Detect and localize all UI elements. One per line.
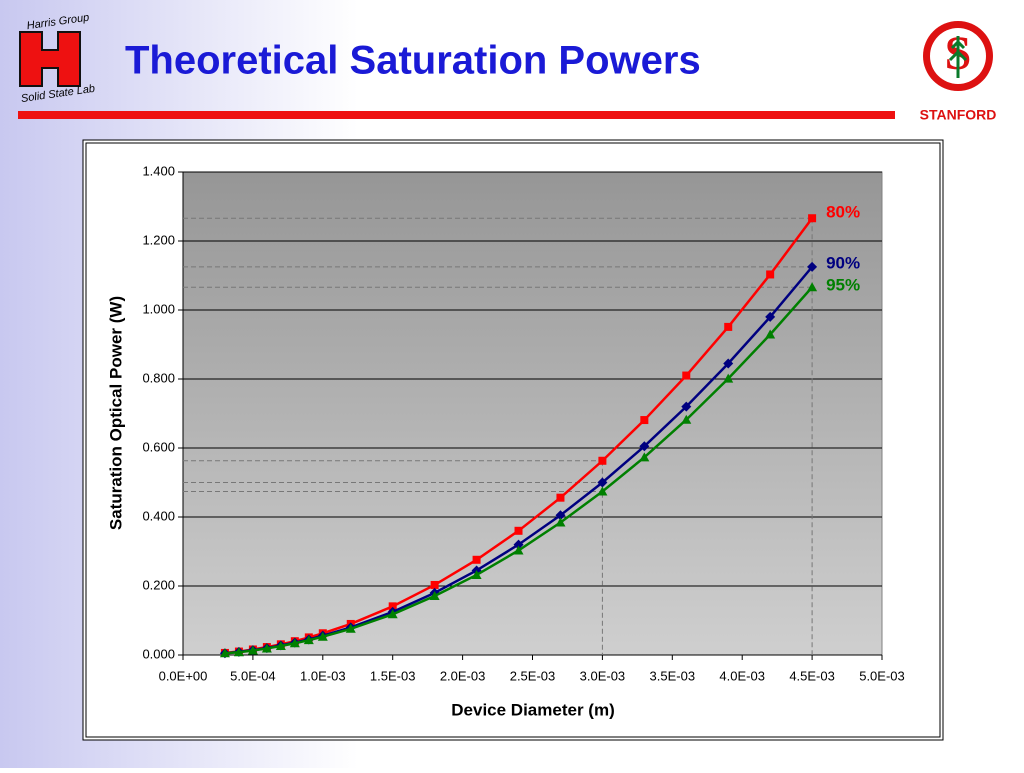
x-tick-label: 0.0E+00 bbox=[159, 668, 208, 683]
marker bbox=[639, 452, 650, 462]
marker bbox=[640, 416, 649, 425]
marker bbox=[388, 602, 397, 611]
marker bbox=[765, 329, 776, 339]
marker bbox=[808, 214, 817, 223]
marker bbox=[681, 401, 692, 412]
marker bbox=[513, 545, 524, 555]
marker bbox=[555, 517, 566, 527]
marker bbox=[303, 635, 314, 645]
marker bbox=[317, 631, 328, 641]
y-tick-label: 1.200 bbox=[142, 232, 175, 247]
plot-area bbox=[182, 171, 883, 656]
series-label: 80% bbox=[826, 203, 860, 222]
marker bbox=[807, 282, 818, 292]
x-axis-label: Device Diameter (m) bbox=[451, 700, 614, 719]
marker bbox=[555, 510, 566, 521]
y-tick-label: 0.400 bbox=[142, 508, 175, 523]
marker bbox=[639, 441, 650, 452]
marker bbox=[807, 261, 818, 272]
x-tick-label: 3.0E-03 bbox=[580, 668, 626, 683]
chart-frame-inner bbox=[85, 142, 941, 738]
y-tick-label: 0.600 bbox=[142, 439, 175, 454]
y-axis-label: Saturation Optical Power (W) bbox=[106, 296, 125, 530]
y-tick-label: 1.000 bbox=[142, 301, 175, 316]
marker bbox=[219, 648, 230, 658]
marker bbox=[724, 322, 733, 331]
marker bbox=[471, 569, 482, 579]
x-tick-label: 2.5E-03 bbox=[510, 668, 556, 683]
x-tick-label: 3.5E-03 bbox=[650, 668, 696, 683]
series-label: 95% bbox=[826, 276, 860, 295]
x-tick-label: 5.0E-04 bbox=[230, 668, 276, 683]
seal-tree bbox=[948, 36, 968, 78]
y-tick-label: 0.000 bbox=[142, 646, 175, 661]
marker bbox=[233, 647, 244, 657]
y-tick-label: 1.400 bbox=[142, 163, 175, 178]
y-tick-label: 0.800 bbox=[142, 370, 175, 385]
slide-title: Theoretical Saturation Powers bbox=[125, 39, 701, 83]
marker bbox=[766, 270, 775, 279]
y-tick-label: 0.200 bbox=[142, 577, 175, 592]
marker bbox=[261, 643, 272, 653]
marker bbox=[513, 539, 524, 550]
affiliation: STANFORD bbox=[920, 107, 997, 123]
marker bbox=[556, 493, 565, 502]
marker bbox=[597, 477, 608, 488]
logo-h bbox=[19, 31, 81, 87]
marker bbox=[387, 609, 398, 619]
x-tick-label: 4.0E-03 bbox=[719, 668, 765, 683]
title-bar bbox=[18, 111, 895, 119]
marker bbox=[289, 638, 300, 648]
x-tick-label: 2.0E-03 bbox=[440, 668, 486, 683]
x-tick-label: 5.0E-03 bbox=[859, 668, 905, 683]
marker bbox=[514, 526, 523, 535]
stanford-logo: S bbox=[923, 21, 993, 91]
marker bbox=[345, 623, 356, 633]
marker bbox=[429, 591, 440, 601]
marker bbox=[723, 373, 734, 383]
marker bbox=[682, 371, 691, 380]
marker bbox=[430, 580, 439, 589]
marker bbox=[597, 486, 608, 496]
marker bbox=[598, 456, 607, 465]
marker bbox=[681, 414, 692, 424]
series-label: 90% bbox=[826, 253, 860, 272]
x-tick-label: 1.0E-03 bbox=[300, 668, 346, 683]
x-tick-label: 4.5E-03 bbox=[789, 668, 835, 683]
marker bbox=[275, 641, 286, 651]
marker bbox=[472, 555, 481, 564]
marker bbox=[247, 645, 258, 655]
x-tick-label: 1.5E-03 bbox=[370, 668, 416, 683]
marker bbox=[765, 311, 776, 322]
marker bbox=[723, 358, 734, 369]
